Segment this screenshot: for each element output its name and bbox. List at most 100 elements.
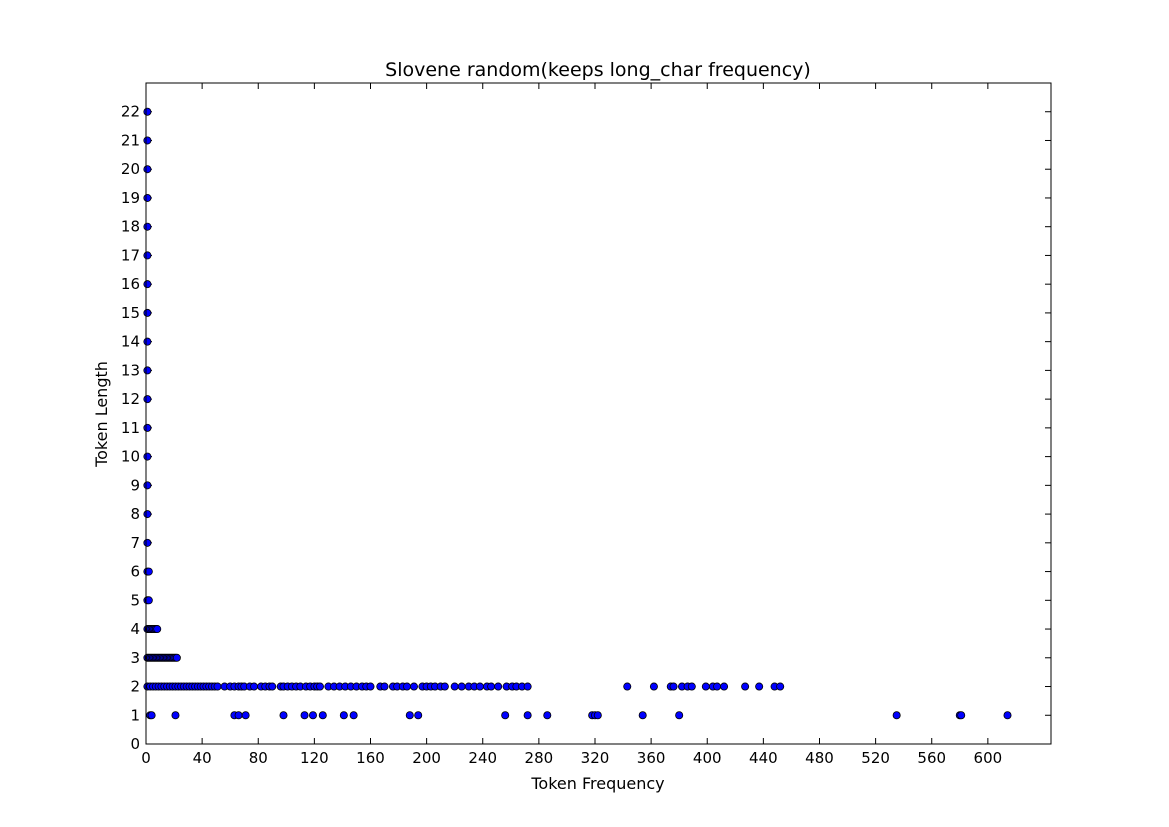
x-tick-label: 40 [193, 749, 212, 767]
axis-ticks: 0 40 80 120 160 200 240 280 320 360 400 440 480 520 56… [121, 83, 1051, 767]
data-point [143, 280, 152, 289]
x-tick-label: 280 [525, 749, 554, 767]
y-tick-label: 9 [130, 476, 140, 494]
data-point [402, 682, 411, 691]
y-tick-label: 3 [130, 649, 140, 667]
y-tick-label: 15 [121, 304, 140, 322]
x-tick-label: 560 [917, 749, 946, 767]
y-tick-label: 17 [121, 246, 140, 264]
data-point [143, 222, 152, 231]
data-point [171, 711, 180, 720]
data-point [957, 711, 966, 720]
data-point [892, 711, 901, 720]
data-point [523, 682, 532, 691]
x-tick-label: 320 [581, 749, 610, 767]
y-tick-label: 11 [121, 419, 140, 437]
data-point [213, 682, 222, 691]
x-tick-label: 200 [412, 749, 441, 767]
data-point [475, 682, 484, 691]
y-tick-label: 2 [130, 678, 140, 696]
x-axis-label: Token Frequency [530, 774, 664, 793]
x-tick-label: 400 [693, 749, 722, 767]
x-tick-label: 80 [249, 749, 268, 767]
data-point [234, 711, 243, 720]
x-tick-label: 240 [468, 749, 497, 767]
y-tick-label: 20 [121, 160, 140, 178]
x-tick-label: 600 [974, 749, 1003, 767]
data-point [143, 193, 152, 202]
data-point [143, 251, 152, 260]
x-tick-label: 360 [637, 749, 666, 767]
data-point [713, 682, 722, 691]
data-point [143, 481, 152, 490]
y-tick-label: 13 [121, 361, 140, 379]
data-point [543, 711, 552, 720]
data-point [250, 682, 259, 691]
data-point [143, 308, 152, 317]
data-point [268, 682, 277, 691]
data-point [494, 682, 503, 691]
y-tick-label: 22 [121, 103, 140, 121]
y-tick-label: 1 [130, 706, 140, 724]
data-point [241, 711, 250, 720]
data-point [143, 423, 152, 432]
data-point [318, 711, 327, 720]
data-point [339, 711, 348, 720]
data-point [649, 682, 658, 691]
x-tick-label: 480 [805, 749, 834, 767]
y-tick-label: 0 [130, 735, 140, 753]
x-tick-label: 440 [749, 749, 778, 767]
data-point [143, 395, 152, 404]
y-tick-label: 19 [121, 189, 140, 207]
data-point [143, 538, 152, 547]
x-tick-label: 0 [141, 749, 151, 767]
x-tick-label: 160 [356, 749, 385, 767]
data-point [450, 682, 459, 691]
data-point [144, 567, 153, 576]
y-tick-label: 7 [130, 534, 140, 552]
chart-title: Slovene random(keeps long_char frequency… [385, 59, 811, 81]
data-point [144, 596, 153, 605]
data-point [380, 682, 389, 691]
data-point [409, 682, 418, 691]
data-point [755, 682, 764, 691]
data-point [669, 682, 678, 691]
data-point [675, 711, 684, 720]
y-tick-label: 18 [121, 218, 140, 236]
data-point [776, 682, 785, 691]
x-tick-label: 520 [861, 749, 890, 767]
data-point [405, 711, 414, 720]
y-tick-label: 12 [121, 390, 140, 408]
y-tick-label: 8 [130, 505, 140, 523]
data-point [701, 682, 710, 691]
plot-frame [145, 82, 1052, 745]
data-point [1003, 711, 1012, 720]
data-point [487, 682, 496, 691]
data-point [143, 165, 152, 174]
data-point [143, 337, 152, 346]
data-point [143, 366, 152, 375]
y-tick-label: 6 [130, 563, 140, 581]
data-point [300, 711, 309, 720]
data-point [143, 136, 152, 145]
data-point [349, 711, 358, 720]
y-tick-label: 14 [121, 333, 140, 351]
data-point [143, 452, 152, 461]
data-point [593, 711, 602, 720]
data-point [687, 682, 696, 691]
y-axis-label: Token Length [92, 361, 111, 468]
y-tick-label: 5 [130, 591, 140, 609]
data-point [523, 711, 532, 720]
data-point [457, 682, 466, 691]
data-point [638, 711, 647, 720]
data-point [147, 711, 156, 720]
data-point [315, 682, 324, 691]
data-point [623, 682, 632, 691]
data-point [143, 107, 152, 116]
data-point [366, 682, 375, 691]
y-tick-label: 10 [121, 448, 140, 466]
y-tick-label: 4 [130, 620, 140, 638]
data-point [172, 653, 181, 662]
